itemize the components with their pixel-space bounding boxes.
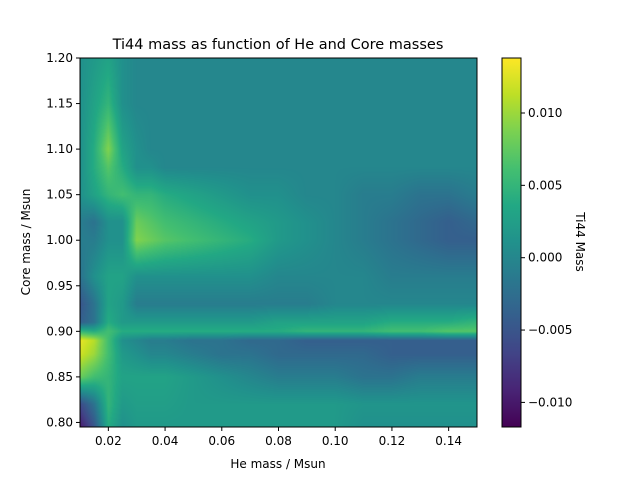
y-tick-label: 0.80 <box>46 415 73 429</box>
colorbar-ticks: −0.010 −0.005 0.000 0.005 0.010 <box>521 106 572 409</box>
y-tick-label: 0.95 <box>46 279 73 293</box>
y-tick-label: 0.85 <box>46 370 73 384</box>
colorbar-tick-label: 0.010 <box>528 106 562 120</box>
y-tick-label: 0.90 <box>46 324 73 338</box>
x-tick-label: 0.14 <box>435 434 462 448</box>
colorbar-tick-label: 0.000 <box>528 251 562 265</box>
colorbar-label: Ti44 Mass <box>573 211 587 272</box>
x-axis-label: He mass / Msun <box>230 457 325 471</box>
y-tick-label: 1.05 <box>46 188 73 202</box>
x-tick-label: 0.12 <box>379 434 406 448</box>
x-axis-ticks: 0.02 0.04 0.06 0.08 0.10 0.12 0.14 <box>95 427 462 448</box>
x-tick-label: 0.06 <box>208 434 235 448</box>
colorbar-tick-label: −0.010 <box>528 395 572 409</box>
y-tick-label: 1.00 <box>46 233 73 247</box>
colorbar <box>501 57 522 428</box>
x-tick-label: 0.02 <box>95 434 122 448</box>
x-tick-label: 0.04 <box>152 434 179 448</box>
heatmap-image-container <box>80 58 477 427</box>
colorbar-tick-label: −0.005 <box>528 323 572 337</box>
y-tick-label: 1.15 <box>46 97 73 111</box>
chart-title: Ti44 mass as function of He and Core mas… <box>112 37 444 53</box>
heatmap-image <box>80 58 477 427</box>
colorbar-tick-label: 0.005 <box>528 178 562 192</box>
x-tick-label: 0.08 <box>265 434 292 448</box>
y-axis-ticks: 0.80 0.85 0.90 0.95 1.00 1.05 1.10 1.15 1.20 <box>46 51 80 429</box>
y-tick-label: 1.10 <box>46 142 73 156</box>
x-tick-label: 0.10 <box>322 434 349 448</box>
y-axis-label: Core mass / Msun <box>19 189 33 296</box>
y-tick-label: 1.20 <box>46 51 73 65</box>
